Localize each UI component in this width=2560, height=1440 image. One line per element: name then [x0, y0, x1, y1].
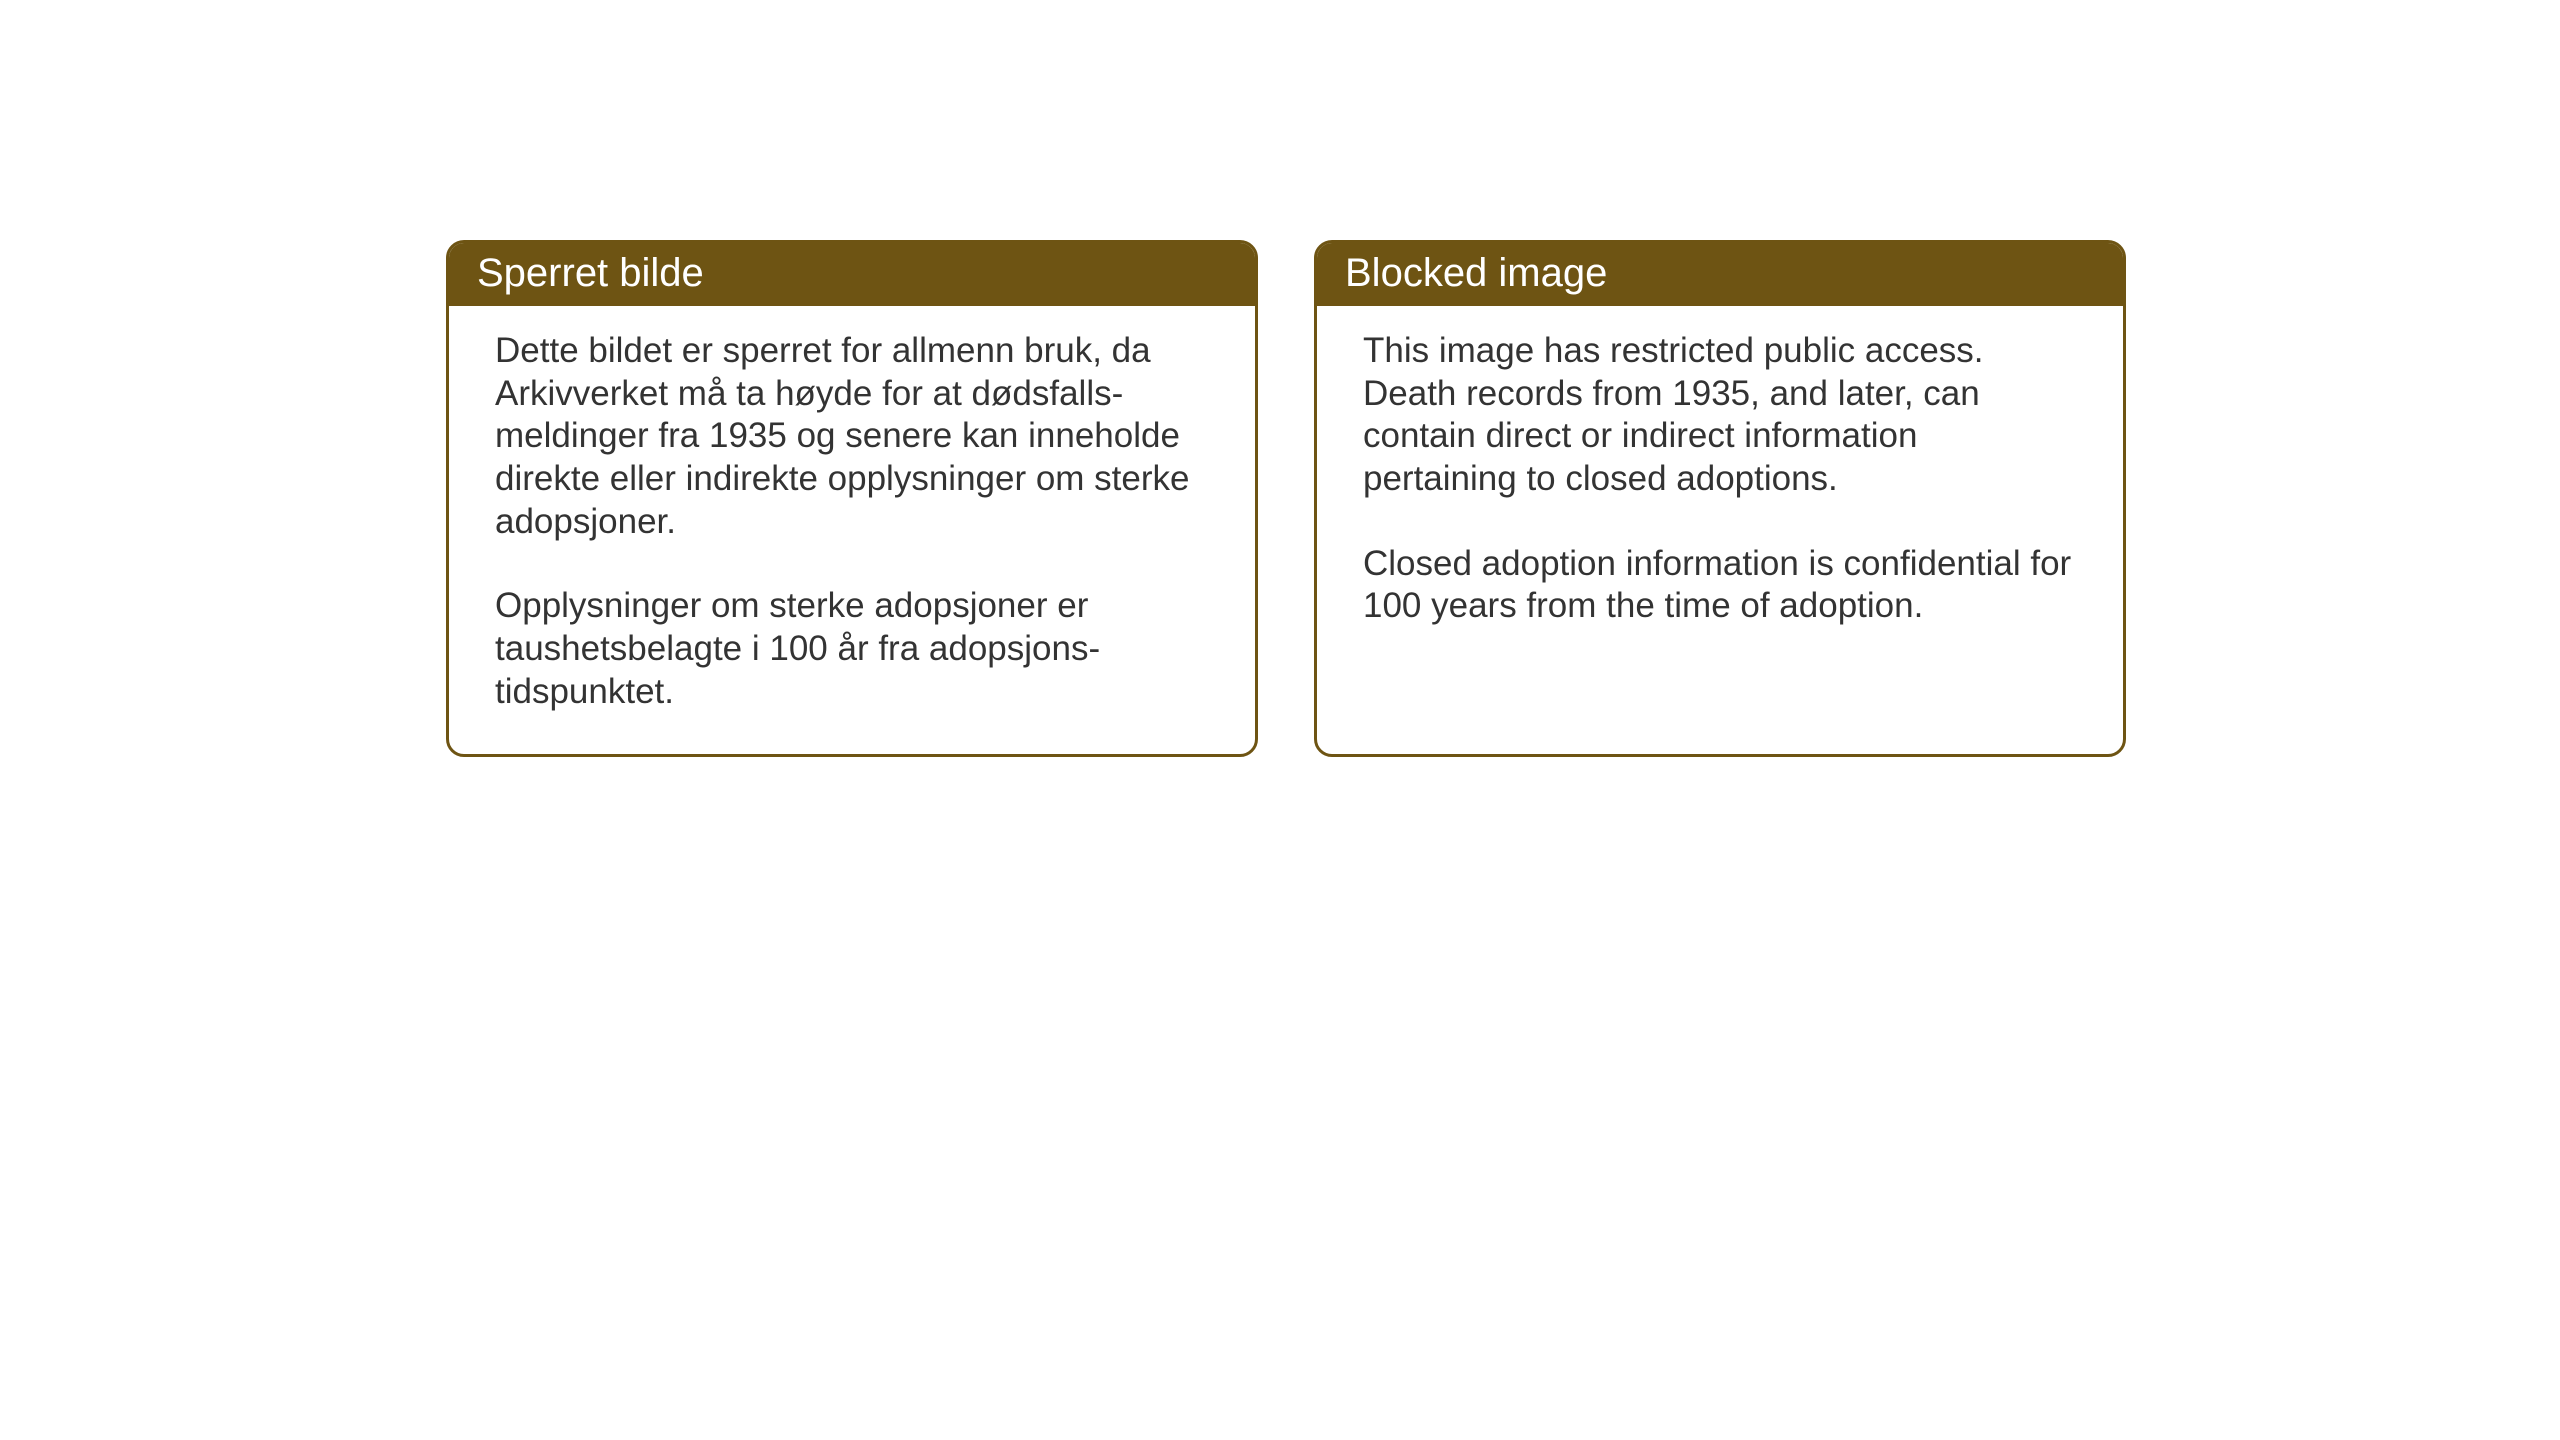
notice-card-norwegian: Sperret bilde Dette bildet er sperret fo… [446, 240, 1258, 757]
card-paragraph: Closed adoption information is confident… [1363, 543, 2077, 628]
card-title: Blocked image [1345, 251, 1607, 295]
notice-card-english: Blocked image This image has restricted … [1314, 240, 2126, 757]
card-header-english: Blocked image [1317, 243, 2123, 306]
card-header-norwegian: Sperret bilde [449, 243, 1255, 306]
card-paragraph: Opplysninger om sterke adopsjoner er tau… [495, 585, 1209, 713]
card-paragraph: Dette bildet er sperret for allmenn bruk… [495, 330, 1209, 543]
card-paragraph: This image has restricted public access.… [1363, 330, 2077, 501]
card-body-english: This image has restricted public access.… [1317, 306, 2123, 736]
card-body-norwegian: Dette bildet er sperret for allmenn bruk… [449, 306, 1255, 754]
card-title: Sperret bilde [477, 251, 704, 295]
notice-container: Sperret bilde Dette bildet er sperret fo… [446, 240, 2126, 757]
